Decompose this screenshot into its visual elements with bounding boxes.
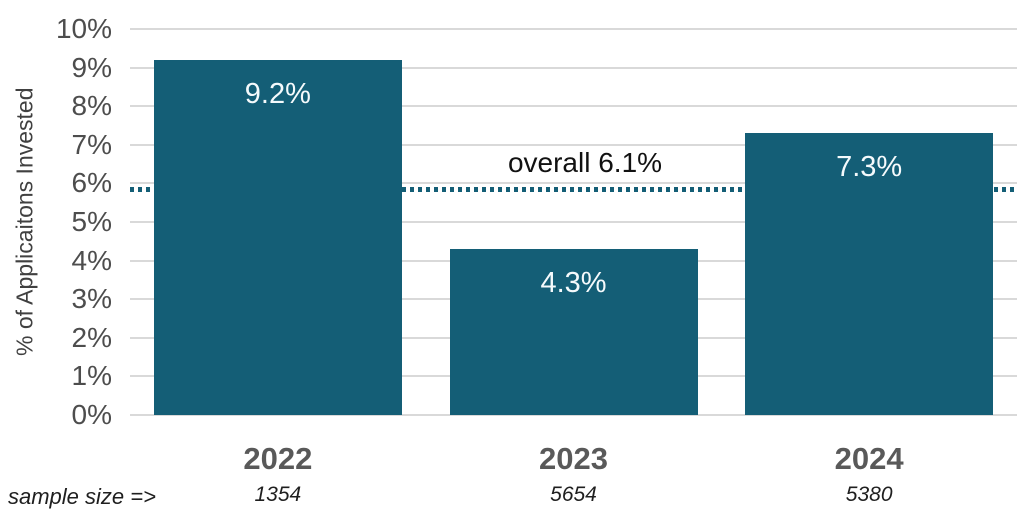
sample-size-2023: 5654 bbox=[550, 483, 597, 506]
bar-2022: 9.2% bbox=[153, 59, 402, 415]
bar-2023: 4.3% bbox=[449, 249, 698, 415]
gridline bbox=[130, 182, 1017, 185]
y-tick-label: 9% bbox=[71, 51, 112, 83]
bar-2024: 7.3% bbox=[745, 133, 994, 415]
y-tick-label: 4% bbox=[71, 244, 112, 276]
bar-value-label: 7.3% bbox=[836, 151, 903, 184]
gridline bbox=[130, 105, 1017, 108]
bar-value-label: 9.2% bbox=[244, 77, 311, 110]
gridline bbox=[130, 414, 1017, 416]
gridline bbox=[130, 221, 1017, 223]
sample-size-2022: 1354 bbox=[254, 483, 302, 506]
sample-size-caption: sample size => bbox=[8, 484, 156, 509]
gridline bbox=[130, 66, 1017, 69]
y-axis-ticks: 0% 1% 2% 3% 4% 5% 6% 7% 8% 9% 10% bbox=[0, 0, 112, 517]
y-tick-label: 2% bbox=[71, 321, 112, 353]
plot-area: 9.2% 4.3% 7.3% overall 6.1% bbox=[130, 28, 1017, 416]
x-tick-label-2023: 2023 bbox=[539, 441, 608, 476]
y-tick-label: 6% bbox=[71, 167, 112, 199]
y-tick-label: 0% bbox=[71, 399, 112, 430]
y-tick-label: 7% bbox=[71, 128, 112, 160]
y-tick-label: 5% bbox=[71, 206, 112, 237]
y-tick-label: 8% bbox=[71, 90, 112, 122]
y-tick-label: 1% bbox=[71, 360, 112, 392]
x-axis-labels: 2022 1354 2023 5654 2024 5380 bbox=[130, 415, 1017, 517]
y-tick-label: 3% bbox=[71, 283, 112, 315]
x-tick-label-2024: 2024 bbox=[834, 441, 904, 476]
gridline bbox=[130, 28, 1017, 30]
y-tick-label: 10% bbox=[55, 13, 112, 44]
overall-average-label: overall 6.1% bbox=[507, 147, 663, 179]
sample-size-2024: 5380 bbox=[845, 483, 893, 506]
x-tick-label-2022: 2022 bbox=[243, 441, 313, 476]
bar-value-label: 4.3% bbox=[540, 267, 607, 300]
overall-average-line bbox=[130, 187, 1017, 193]
gridline bbox=[130, 143, 1017, 146]
